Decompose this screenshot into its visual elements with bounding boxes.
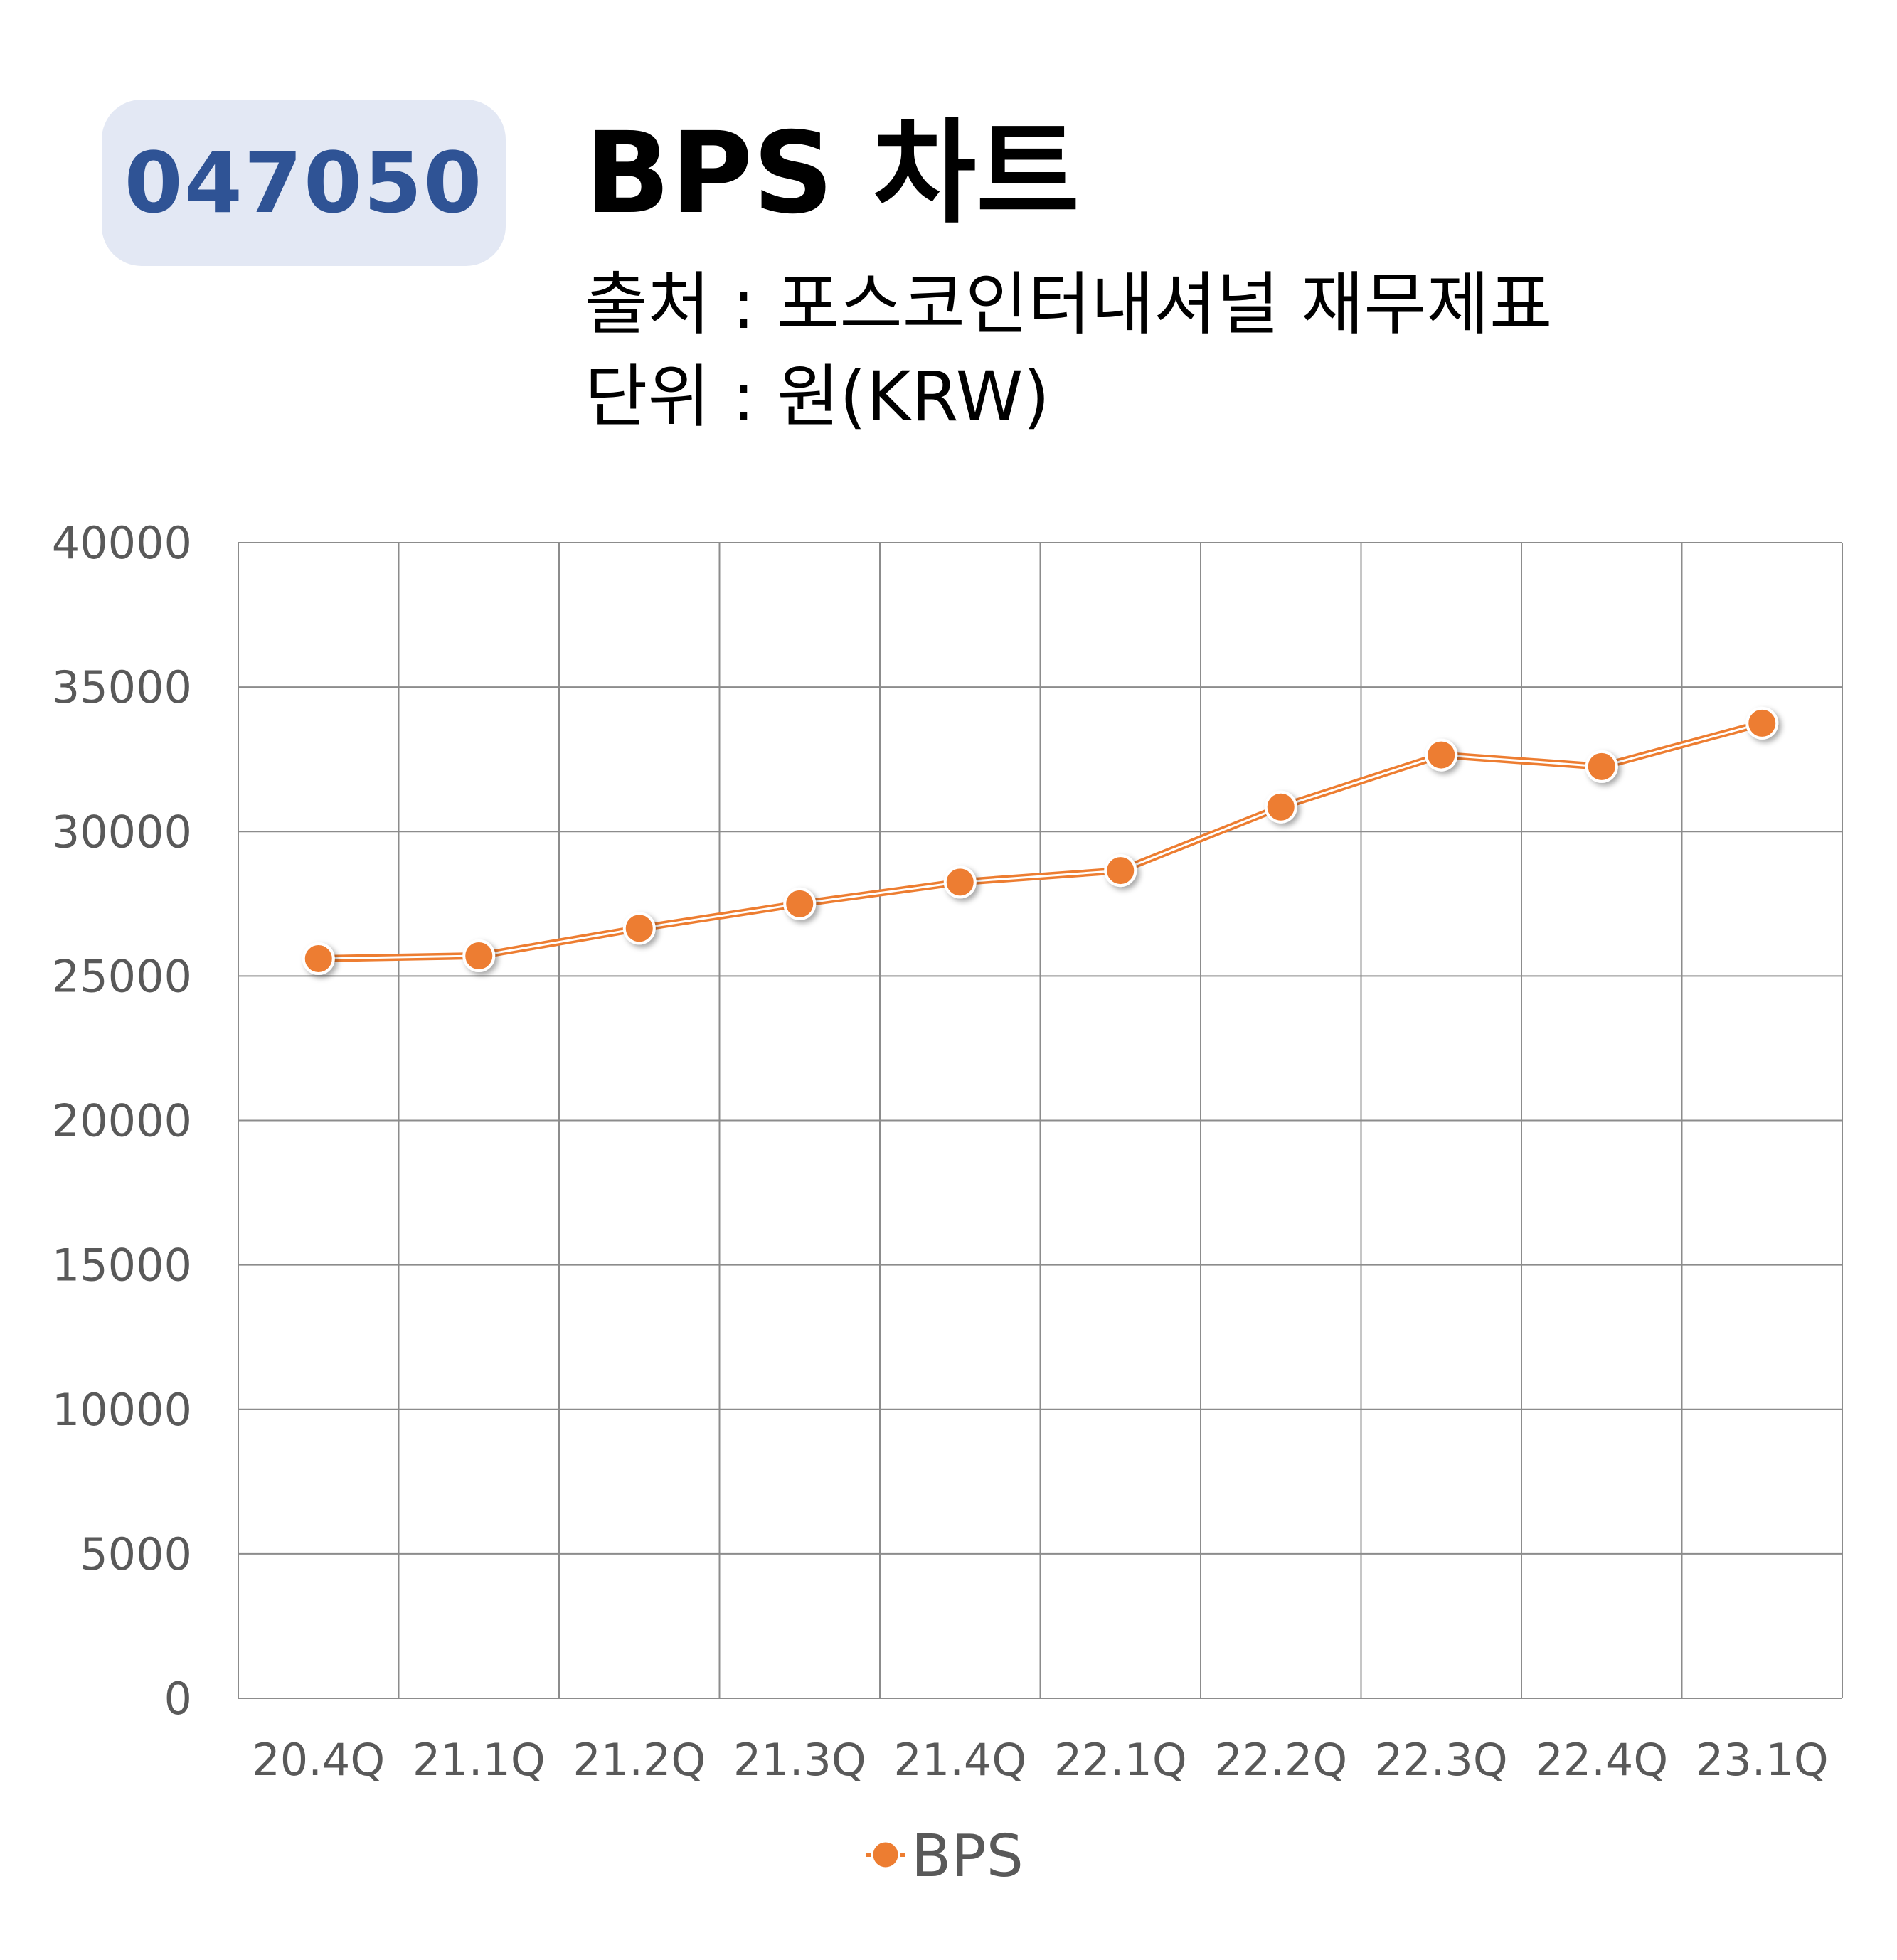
unit-line: 단위 : 원(KRW)	[585, 357, 1050, 437]
x-tick-label: 21.3Q	[733, 1734, 866, 1786]
y-tick-label: 15000	[52, 1240, 192, 1291]
chart-grid	[238, 542, 1843, 1699]
legend-label: BPS	[911, 1823, 1024, 1890]
x-tick-label: 21.4Q	[893, 1734, 1026, 1786]
x-tick-label: 23.1Q	[1696, 1734, 1829, 1786]
x-tick-label: 21.2Q	[573, 1734, 706, 1786]
data-point	[1264, 790, 1297, 824]
x-tick-label: 22.1Q	[1054, 1734, 1187, 1786]
data-point	[1585, 750, 1618, 783]
y-axis-ticks: 0 5000 10000 15000 20000 25000 30000 35000 40000	[52, 517, 192, 1725]
y-tick-label: 20000	[52, 1095, 192, 1147]
y-tick-label: 10000	[52, 1384, 192, 1436]
data-point	[462, 939, 496, 972]
y-tick-label: 30000	[52, 806, 192, 858]
ticker-code: 047050	[124, 134, 484, 232]
data-point	[943, 866, 977, 899]
source-line: 출처 : 포스코인터내셔널 재무제표	[585, 265, 1553, 344]
y-tick-label: 35000	[52, 661, 192, 713]
x-tick-label: 20.4Q	[252, 1734, 385, 1786]
legend-marker	[871, 1840, 900, 1870]
legend: BPS	[866, 1823, 1024, 1890]
y-tick-label: 5000	[80, 1528, 192, 1580]
y-tick-label: 40000	[52, 517, 192, 569]
x-tick-label: 22.3Q	[1375, 1734, 1508, 1786]
x-tick-label: 22.4Q	[1535, 1734, 1668, 1786]
bps-line-chart: 0 5000 10000 15000 20000 25000 30000 35000 40000…	[52, 517, 1843, 1890]
x-tick-label: 22.2Q	[1214, 1734, 1347, 1786]
y-tick-label: 25000	[52, 950, 192, 1002]
data-point	[302, 942, 335, 975]
data-point	[783, 887, 817, 920]
chart-title: BPS 차트	[585, 108, 1080, 239]
x-axis-ticks: 20.4Q 21.1Q 21.2Q 21.3Q 21.4Q 22.1Q 22.2Q 22.3Q…	[252, 1734, 1828, 1786]
series-line	[318, 722, 1763, 960]
data-point	[1745, 706, 1779, 740]
x-tick-label: 21.1Q	[413, 1734, 546, 1786]
ticker-badge: 047050	[102, 100, 506, 266]
data-point	[1425, 738, 1458, 772]
data-point	[1104, 854, 1137, 888]
bps-series	[302, 706, 1779, 975]
data-point	[622, 912, 656, 945]
y-tick-label: 0	[164, 1673, 192, 1725]
